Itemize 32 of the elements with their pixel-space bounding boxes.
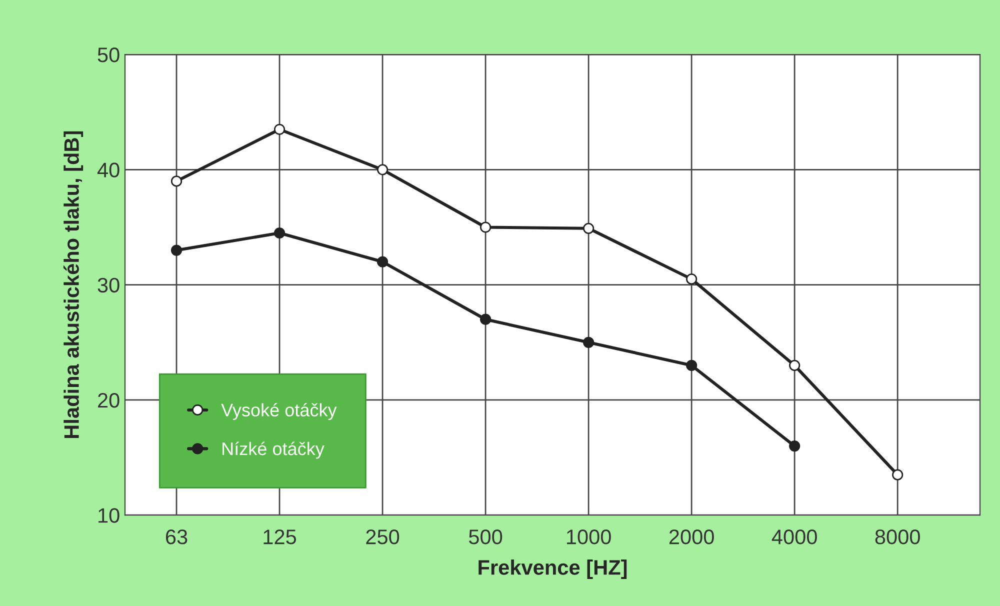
x-axis-title: Frekvence [HZ] [478, 560, 627, 579]
point [274, 227, 286, 239]
y-axis-title: Hladina akustického tlaku, [dB] [63, 131, 84, 438]
x-tick-label: 2000 [669, 530, 714, 544]
x-tick-label: 4000 [772, 530, 817, 544]
point [583, 336, 594, 348]
y-tick-label: 20 [98, 392, 120, 408]
y-tick-label: 50 [98, 48, 120, 62]
point [892, 469, 904, 480]
point [686, 360, 698, 371]
point [376, 256, 388, 268]
y-tick-label: 40 [97, 162, 120, 178]
y-tick-label: 30 [98, 278, 120, 293]
point [789, 440, 800, 452]
point [789, 360, 800, 371]
point [376, 164, 388, 176]
x-tick-label: 63 [166, 530, 188, 544]
x-tick-label: 8000 [875, 530, 920, 544]
x-tick-label: 125 [264, 530, 296, 544]
point [274, 124, 286, 135]
x-tick-label: 500 [469, 530, 502, 544]
point [170, 176, 182, 187]
point [583, 222, 594, 234]
x-tick-label: 1000 [566, 530, 611, 544]
point [170, 244, 182, 256]
point [686, 274, 698, 285]
legend-label: Vysoké otáčky [221, 403, 337, 420]
point [480, 222, 492, 233]
legend-label: Nízké otáčky [222, 442, 324, 459]
point [480, 314, 492, 325]
y-tick-label: 10 [98, 508, 120, 523]
x-tick-label: 250 [366, 530, 400, 544]
